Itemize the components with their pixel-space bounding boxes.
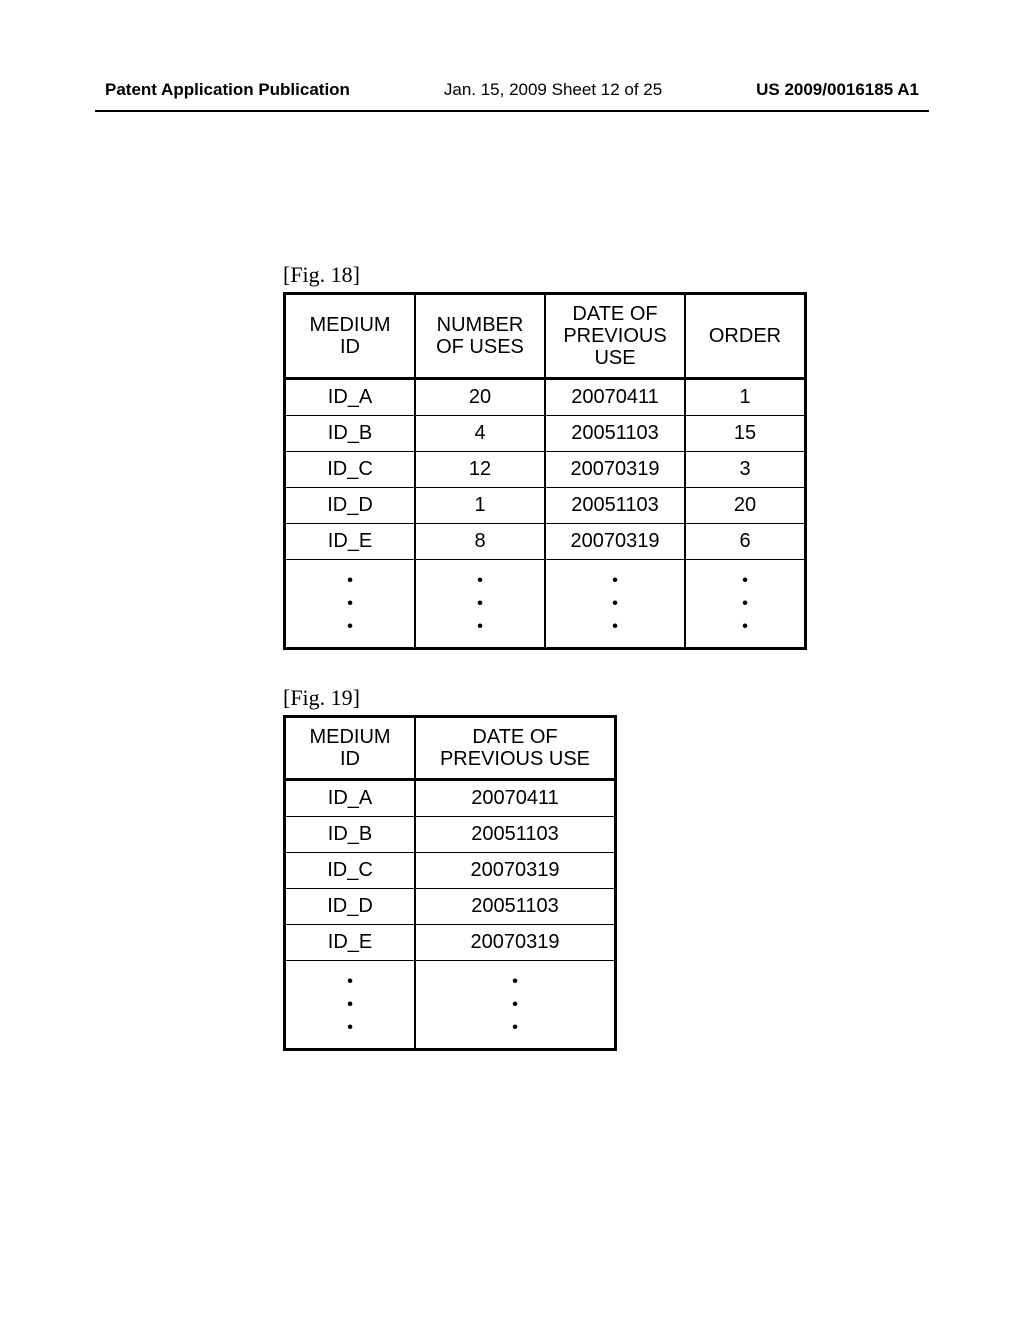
table-cell: •••: [285, 560, 416, 649]
vertical-dots-icon: •••: [742, 572, 748, 635]
table-cell: ID_E: [285, 925, 416, 961]
table-cell: 4: [415, 416, 545, 452]
table-cell: •••: [285, 961, 416, 1050]
table-row: ID_D20051103: [285, 889, 616, 925]
table-cell: 20070319: [415, 925, 616, 961]
figure-19-caption: [Fig. 19]: [283, 685, 617, 711]
vertical-dots-icon: •••: [612, 572, 618, 635]
header-right: US 2009/0016185 A1: [756, 80, 919, 100]
table-cell: ID_C: [285, 853, 416, 889]
table-cell: ID_A: [285, 379, 416, 416]
table-cell: ID_D: [285, 488, 416, 524]
table-header-row: MEDIUMIDDATE OFPREVIOUS USE: [285, 717, 616, 780]
header-mid: Jan. 15, 2009 Sheet 12 of 25: [444, 80, 662, 100]
column-header: DATE OFPREVIOUSUSE: [545, 294, 685, 379]
table-row: ID_E8200703196: [285, 524, 806, 560]
table-row: ID_E20070319: [285, 925, 616, 961]
table-cell: 20070319: [415, 853, 616, 889]
table-cell: •••: [415, 961, 616, 1050]
table-cell: 1: [415, 488, 545, 524]
table-row: ID_B42005110315: [285, 416, 806, 452]
table-cell: ID_D: [285, 889, 416, 925]
table-cell: 20070319: [545, 452, 685, 488]
table-cell: 20051103: [545, 416, 685, 452]
table-cell: 20: [415, 379, 545, 416]
vertical-dots-icon: •••: [477, 572, 483, 635]
vertical-dots-icon: •••: [347, 572, 353, 635]
table-cell: •••: [545, 560, 685, 649]
table-header-row: MEDIUMIDNUMBEROF USESDATE OFPREVIOUSUSEO…: [285, 294, 806, 379]
figure-19: [Fig. 19] MEDIUMIDDATE OFPREVIOUS USE ID…: [283, 685, 617, 1051]
vertical-dots-icon: •••: [512, 973, 518, 1036]
table-cell: 15: [685, 416, 806, 452]
table-row-continuation: ••• •••: [285, 961, 616, 1050]
header-left: Patent Application Publication: [105, 80, 350, 100]
column-header: ORDER: [685, 294, 806, 379]
table-cell: 6: [685, 524, 806, 560]
figure-19-table: MEDIUMIDDATE OFPREVIOUS USE ID_A20070411…: [283, 715, 617, 1051]
table-row-continuation: ••• ••• ••• •••: [285, 560, 806, 649]
table-cell: 20070411: [415, 780, 616, 817]
table-row: ID_C12200703193: [285, 452, 806, 488]
table-cell: 20051103: [545, 488, 685, 524]
table-cell: ID_A: [285, 780, 416, 817]
table-cell: 20070319: [545, 524, 685, 560]
column-header: DATE OFPREVIOUS USE: [415, 717, 616, 780]
table-cell: •••: [415, 560, 545, 649]
table-cell: ID_C: [285, 452, 416, 488]
table-cell: 20: [685, 488, 806, 524]
table-cell: 1: [685, 379, 806, 416]
table-row: ID_B20051103: [285, 817, 616, 853]
table-row: ID_A20070411: [285, 780, 616, 817]
table-row: ID_C20070319: [285, 853, 616, 889]
table-row: ID_A20200704111: [285, 379, 806, 416]
table-cell: •••: [685, 560, 806, 649]
table-cell: ID_B: [285, 416, 416, 452]
table-cell: ID_E: [285, 524, 416, 560]
page-header: Patent Application Publication Jan. 15, …: [0, 80, 1024, 100]
column-header: NUMBEROF USES: [415, 294, 545, 379]
table-cell: 20051103: [415, 817, 616, 853]
header-rule: [95, 110, 929, 112]
page: Patent Application Publication Jan. 15, …: [0, 0, 1024, 1320]
figure-18: [Fig. 18] MEDIUMIDNUMBEROF USESDATE OFPR…: [283, 262, 807, 650]
table-cell: ID_B: [285, 817, 416, 853]
table-cell: 20070411: [545, 379, 685, 416]
table-cell: 20051103: [415, 889, 616, 925]
table-cell: 8: [415, 524, 545, 560]
table-cell: 3: [685, 452, 806, 488]
table-cell: 12: [415, 452, 545, 488]
vertical-dots-icon: •••: [347, 973, 353, 1036]
column-header: MEDIUMID: [285, 294, 416, 379]
column-header: MEDIUMID: [285, 717, 416, 780]
figure-18-table: MEDIUMIDNUMBEROF USESDATE OFPREVIOUSUSEO…: [283, 292, 807, 650]
figure-18-caption: [Fig. 18]: [283, 262, 807, 288]
table-row: ID_D12005110320: [285, 488, 806, 524]
